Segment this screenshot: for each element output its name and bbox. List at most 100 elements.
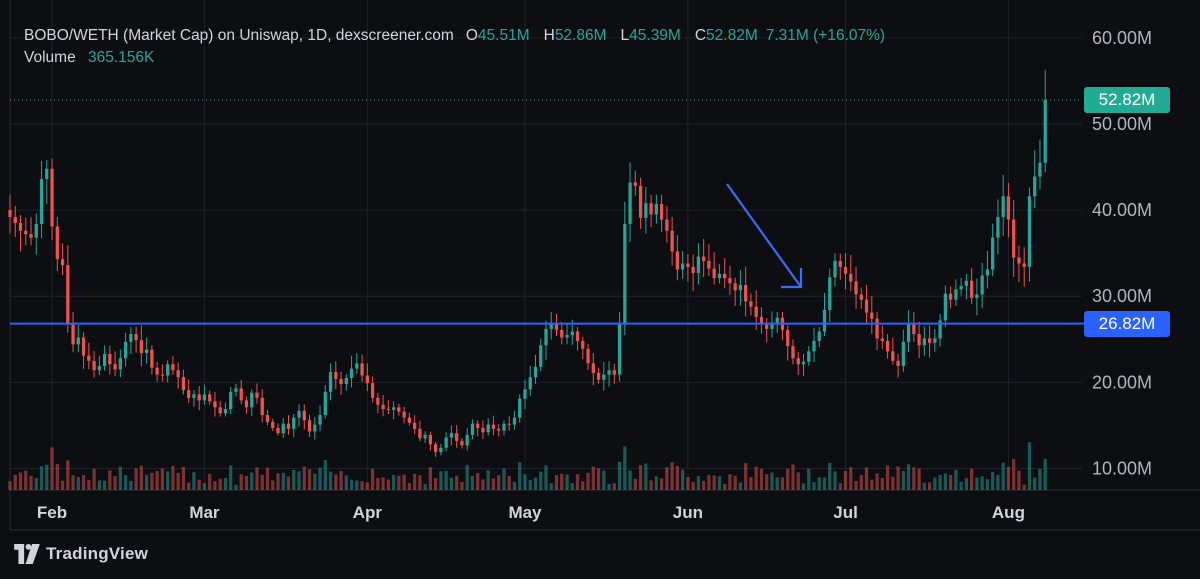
candle-body: [843, 266, 848, 274]
candle-body: [775, 317, 779, 323]
candle-body: [838, 260, 842, 267]
volume-bar: [497, 475, 501, 490]
candle-body: [670, 230, 674, 252]
volume-bar: [229, 465, 233, 490]
volume-bar: [97, 480, 101, 490]
volume-bar: [255, 467, 259, 490]
volume-bar: [465, 464, 469, 490]
volume-bar: [271, 480, 275, 490]
candle-body: [565, 334, 569, 338]
candle-body: [176, 370, 180, 378]
candle-body: [954, 289, 958, 300]
volume-bar: [518, 462, 522, 490]
candle-body: [250, 392, 254, 408]
volume-bar: [933, 477, 937, 490]
volume-bar: [617, 461, 622, 490]
candle-body: [607, 370, 611, 375]
volume-bar: [528, 479, 532, 490]
candle-body: [197, 394, 201, 401]
volume-bar: [807, 468, 811, 490]
candle-body: [754, 306, 758, 317]
volume-bar: [1001, 462, 1005, 490]
y-tick-label: 60.00M: [1092, 28, 1152, 48]
candle-body: [896, 360, 900, 366]
candle-body: [8, 210, 12, 217]
candle-body: [134, 334, 138, 341]
volume-bar: [612, 483, 616, 490]
volume-bar: [76, 477, 80, 490]
candle-body: [744, 285, 748, 302]
volume-bar: [948, 474, 953, 490]
candle-body: [591, 363, 595, 373]
candle-body: [76, 337, 80, 345]
volume-bar: [118, 466, 122, 490]
volume-bar: [1017, 470, 1021, 490]
candle-body: [523, 389, 527, 399]
volume-bar: [60, 480, 65, 490]
volume-bar: [8, 481, 12, 490]
volume-bar: [959, 481, 963, 490]
volume-bar: [428, 467, 433, 490]
candle-body: [129, 334, 133, 342]
volume-bar: [386, 479, 390, 490]
volume-bar: [344, 475, 348, 490]
volume-bar: [927, 482, 932, 490]
brand-name: TradingView: [46, 544, 149, 563]
volume-bar: [885, 465, 890, 490]
volume-bar: [323, 459, 327, 490]
candle-body: [980, 275, 984, 295]
volume-bar: [92, 468, 96, 490]
volume-bar: [975, 477, 979, 490]
volume-bar: [691, 481, 695, 490]
candle-body: [108, 353, 112, 365]
candle-body: [439, 447, 443, 453]
candle-body: [770, 322, 774, 329]
trend-arrow-head: [781, 268, 803, 289]
volume-bar: [55, 463, 59, 490]
candle-body: [229, 391, 233, 410]
volume-bar: [880, 478, 884, 490]
candle-body: [507, 423, 511, 425]
low-label: L: [620, 27, 630, 44]
candle-body: [659, 204, 664, 220]
candle-body: [738, 285, 743, 291]
volume-bar: [570, 483, 574, 490]
candle-body: [455, 433, 459, 441]
candle-body: [444, 437, 448, 448]
candle-body: [187, 390, 191, 398]
volume-bar: [765, 474, 769, 490]
candle-body: [796, 358, 800, 365]
candle-body: [97, 365, 101, 371]
volume-bar: [502, 468, 506, 490]
volume-bar: [712, 475, 716, 490]
volume-bar: [665, 467, 669, 490]
candle-body: [360, 363, 364, 376]
candle-body: [554, 323, 559, 330]
last-price-badge: 52.82M: [1084, 86, 1170, 113]
candle-body: [60, 259, 65, 266]
candle-body: [623, 223, 627, 324]
volume-bar: [864, 467, 869, 490]
candle-body: [733, 283, 737, 291]
candle-body: [144, 349, 149, 354]
y-tick-label: 50.00M: [1092, 114, 1152, 134]
candle-body: [118, 358, 122, 370]
volume-bar: [659, 478, 664, 490]
candle-body: [875, 318, 879, 339]
volume-bar: [738, 482, 743, 490]
volume-bar: [239, 474, 243, 490]
volume-bar: [717, 476, 722, 490]
candle-body: [628, 182, 632, 224]
candle-body: [460, 440, 464, 446]
symbol-title: BOBO/WETH (Market Cap) on Uniswap, 1D, d…: [24, 27, 454, 44]
candle-body: [34, 223, 38, 238]
volume-bar: [276, 473, 280, 490]
volume-bar: [150, 472, 154, 490]
volume-bar: [591, 466, 595, 490]
volume-bar: [113, 476, 117, 490]
candle-body: [985, 269, 990, 276]
candle-body: [292, 417, 296, 429]
volume-bar: [565, 474, 569, 490]
